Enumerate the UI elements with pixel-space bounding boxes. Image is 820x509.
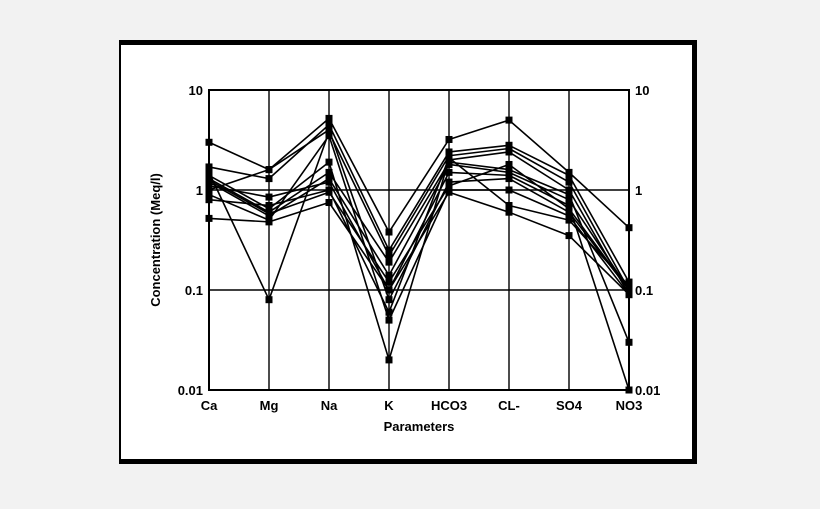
y-axis-title: Concentration (Meq/l) (148, 173, 163, 307)
x-category-label: Mg (260, 398, 279, 413)
data-point (325, 168, 333, 176)
data-point (385, 271, 393, 279)
data-point (325, 126, 333, 134)
data-point (445, 154, 453, 162)
x-axis-title: Parameters (384, 419, 455, 434)
data-point (565, 178, 573, 186)
data-point (385, 286, 393, 294)
data-point (445, 160, 453, 168)
data-point (445, 188, 453, 196)
data-point (565, 186, 573, 194)
series-line (208, 131, 630, 301)
data-point (445, 168, 453, 176)
x-category-label: K (384, 398, 394, 413)
data-point (385, 296, 393, 304)
data-point (505, 201, 513, 209)
data-point (325, 121, 333, 129)
series-line (208, 151, 630, 361)
data-point (565, 205, 573, 213)
data-point (385, 228, 393, 236)
y-tick-label-right: 10 (635, 83, 649, 98)
data-point (325, 114, 333, 122)
data-point (565, 212, 573, 220)
data-point (265, 166, 273, 174)
series-line (208, 134, 630, 321)
data-point (325, 178, 333, 186)
data-point (325, 132, 333, 140)
y-tick-label-left: 1 (196, 183, 203, 198)
tick-labels: 10 10 1 1 0.1 0.1 0.01 0.01 (178, 83, 661, 398)
data-point (565, 232, 573, 240)
data-point (385, 356, 393, 364)
data-point (565, 196, 573, 204)
data-point (385, 308, 393, 316)
series-line (208, 163, 630, 291)
x-category-label: SO4 (556, 398, 583, 413)
data-point (325, 198, 333, 206)
data-point (565, 191, 573, 199)
data-point (265, 210, 273, 218)
x-category-label: Ca (201, 398, 218, 413)
data-point (385, 252, 393, 260)
concentration-chart: 10 10 1 1 0.1 0.1 0.01 0.01 Ca Mg Na K HCO3 CL- SO4 NO… (148, 83, 661, 434)
series-line (208, 123, 630, 283)
data-point (385, 258, 393, 266)
data-point (565, 216, 573, 224)
data-point (565, 171, 573, 179)
data-point (505, 116, 513, 124)
category-labels: Ca Mg Na K HCO3 CL- SO4 NO3 (201, 398, 643, 413)
data-point (445, 148, 453, 156)
data-point (385, 316, 393, 324)
y-tick-label-right: 0.1 (635, 283, 653, 298)
data-point (265, 175, 273, 183)
x-category-label: Na (321, 398, 338, 413)
data-point (385, 278, 393, 286)
data-point (505, 186, 513, 194)
series-line (208, 117, 630, 233)
chart-frame: 10 10 1 1 0.1 0.1 0.01 0.01 Ca Mg Na K HCO3 CL- SO4 NO… (119, 40, 697, 464)
series-line (208, 191, 630, 296)
data-point (505, 160, 513, 168)
data-point (265, 296, 273, 304)
data-point (505, 175, 513, 183)
data-point (265, 193, 273, 201)
data-point (445, 182, 453, 190)
data-point (325, 158, 333, 166)
data-point (265, 218, 273, 226)
x-category-label: NO3 (616, 398, 643, 413)
y-tick-label-left: 0.1 (185, 283, 203, 298)
data-point (325, 188, 333, 196)
data-point (385, 246, 393, 254)
data-point (505, 148, 513, 156)
data-point (445, 178, 453, 186)
x-category-label: CL- (498, 398, 520, 413)
y-tick-label-left: 10 (189, 83, 203, 98)
data-point (505, 208, 513, 216)
x-category-label: HCO3 (431, 398, 467, 413)
y-tick-label-left: 0.01 (178, 383, 203, 398)
plot-border (208, 89, 630, 391)
data-point (265, 201, 273, 209)
data-point (445, 135, 453, 143)
y-tick-label-right: 1 (635, 183, 642, 198)
y-tick-label-right: 0.01 (635, 383, 660, 398)
